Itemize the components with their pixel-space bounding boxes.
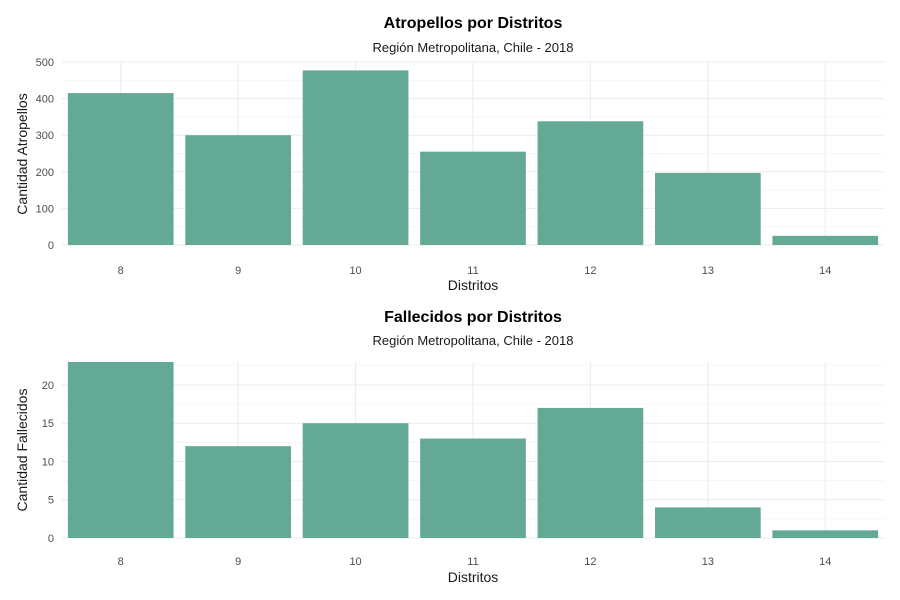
- fallecidos-x-tick-label: 10: [349, 556, 361, 568]
- fallecidos-x-tick-label: 13: [702, 556, 714, 568]
- fallecidos-x-tick-label: 8: [118, 556, 124, 568]
- atropellos-bar-11: [420, 151, 526, 245]
- chart-atropellos-x-label: Distritos: [448, 277, 499, 293]
- chart-fallecidos-y-label: Cantidad Fallecidos: [14, 389, 30, 512]
- atropellos-bar-9: [185, 135, 291, 245]
- fallecidos-y-tick-label: 5: [48, 495, 54, 507]
- fallecidos-bar-14: [772, 530, 879, 538]
- chart-atropellos-x-ticks: 8 9 10 11 12 13 14: [118, 265, 832, 277]
- chart-atropellos-y-label: Cantidad Atropellos: [14, 93, 30, 214]
- fallecidos-y-tick-label: 10: [42, 456, 54, 468]
- fallecidos-bar-13: [655, 507, 761, 538]
- chart-atropellos-subtitle: Región Metropolitana, Chile - 2018: [373, 40, 574, 55]
- fallecidos-bar-9: [185, 446, 291, 538]
- atropellos-y-tick-label: 200: [36, 167, 54, 179]
- fallecidos-y-tick-label: 20: [42, 380, 54, 392]
- fallecidos-y-tick-label: 0: [48, 533, 54, 545]
- fallecidos-x-tick-label: 14: [819, 556, 831, 568]
- chart-fallecidos-x-label: Distritos: [448, 569, 499, 585]
- chart-atropellos-title: Atropellos por Distritos: [384, 15, 563, 32]
- chart-atropellos-bars: [67, 70, 879, 245]
- atropellos-y-tick-label: 300: [36, 130, 54, 142]
- chart-fallecidos: 0 5 10 15 20 8 9 10 11 12 13 14 Fallecidos por Dis…: [14, 309, 884, 585]
- atropellos-bar-14: [772, 235, 879, 245]
- atropellos-x-tick-label: 14: [819, 265, 831, 277]
- chart-fallecidos-y-ticks: 0 5 10 15 20: [42, 380, 54, 545]
- chart-fallecidos-bars: [67, 362, 879, 538]
- fallecidos-x-tick-label: 12: [584, 556, 596, 568]
- atropellos-y-tick-label: 500: [36, 57, 54, 69]
- atropellos-x-tick-label: 8: [118, 265, 124, 277]
- atropellos-x-tick-label: 9: [235, 265, 241, 277]
- atropellos-x-tick-label: 11: [467, 265, 478, 277]
- chart-fallecidos-title: Fallecidos por Distritos: [384, 309, 562, 326]
- fallecidos-y-tick-label: 15: [42, 418, 54, 430]
- fallecidos-bar-10: [302, 423, 409, 538]
- fallecidos-x-tick-label: 11: [467, 556, 478, 568]
- chart-fallecidos-x-ticks: 8 9 10 11 12 13 14: [118, 556, 832, 568]
- chart-fallecidos-subtitle: Región Metropolitana, Chile - 2018: [373, 333, 574, 348]
- atropellos-bar-13: [655, 172, 761, 245]
- fallecidos-x-tick-label: 9: [235, 556, 241, 568]
- fallecidos-bar-8: [67, 362, 174, 538]
- fallecidos-bar-11: [420, 438, 526, 538]
- atropellos-y-tick-label: 0: [48, 240, 54, 252]
- atropellos-y-tick-label: 400: [36, 94, 54, 106]
- atropellos-bar-10: [302, 70, 409, 245]
- atropellos-x-tick-label: 10: [349, 265, 361, 277]
- atropellos-bar-8: [67, 93, 174, 245]
- atropellos-y-tick-label: 100: [36, 203, 54, 215]
- chart-atropellos: 0 100 200 300 400 500 8 9 10 11 12 13 14 Atropellos…: [14, 15, 884, 293]
- chart-atropellos-y-ticks: 0 100 200 300 400 500: [36, 57, 54, 252]
- atropellos-x-tick-label: 13: [702, 265, 714, 277]
- fallecidos-bar-12: [537, 407, 644, 538]
- atropellos-bar-12: [537, 121, 644, 245]
- atropellos-x-tick-label: 12: [584, 265, 596, 277]
